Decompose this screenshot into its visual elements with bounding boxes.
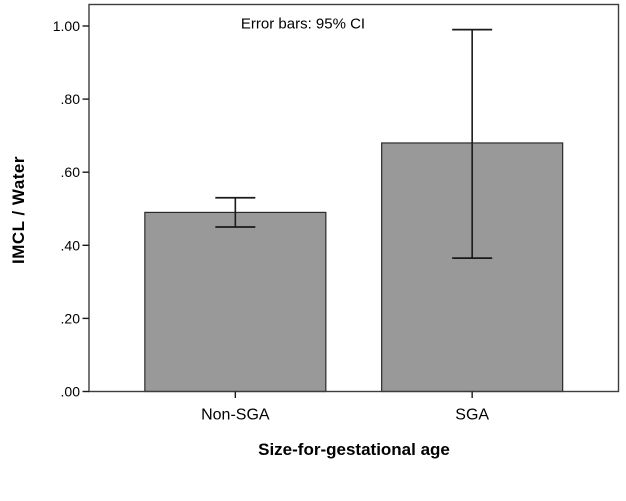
y-tick-label: .80 [61,91,81,107]
error-bar-annotation: Error bars: 95% CI [240,15,366,33]
y-axis-title: IMCL / Water [9,155,28,265]
x-axis-title: Size-for-gestational age [258,440,450,459]
y-tick-label: .20 [61,310,81,326]
y-tick-label: .00 [61,384,81,400]
x-category-label: Non-SGA [201,407,270,424]
y-tick-label: .60 [61,164,81,180]
bar [144,211,327,393]
x-category-label: SGA [455,407,489,424]
y-tick-label: 1.00 [53,18,80,34]
plot-frame [88,3,620,393]
y-tick-label: .40 [61,237,81,253]
